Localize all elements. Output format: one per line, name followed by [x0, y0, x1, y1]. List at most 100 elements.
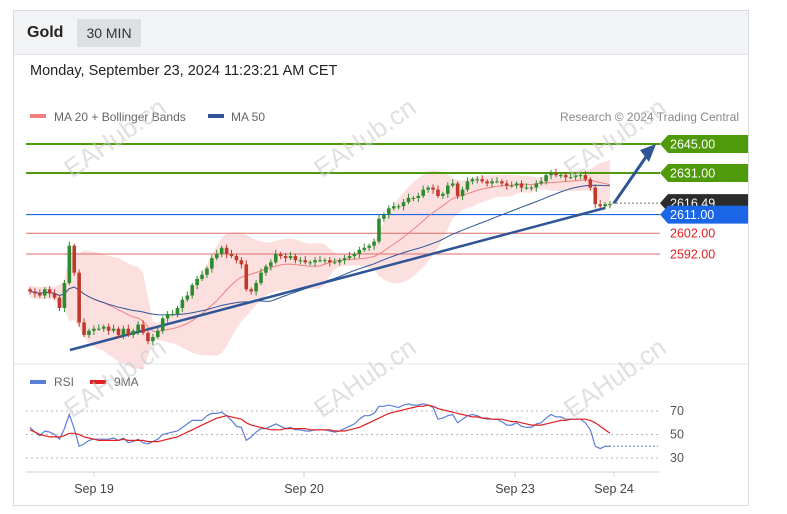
candle-body: [116, 328, 121, 335]
legend-swatch-9ma: [90, 380, 106, 384]
candle-body: [111, 328, 116, 331]
chart-datetime: Monday, September 23, 2024 11:23:21 AM C…: [30, 63, 338, 79]
candle-body: [382, 214, 386, 219]
price-label-bg: [660, 205, 748, 224]
rsi-panel: 70 50 30: [26, 403, 684, 465]
legend-label-ma20: MA 20 + Bollinger Bands: [54, 110, 186, 124]
candle-body: [28, 289, 32, 292]
rsi-legend: RSI 9MA: [30, 375, 139, 389]
bollinger-band: [30, 160, 610, 370]
candle-body: [347, 256, 352, 259]
timeframe-button[interactable]: 30 MIN: [77, 19, 141, 47]
candle-body: [101, 326, 106, 329]
legend-swatch-ma50: [208, 114, 224, 118]
candle-body: [495, 181, 499, 183]
candle-body: [175, 307, 180, 315]
price-label-2631.00: 2631.00: [660, 164, 748, 183]
candle-body: [33, 291, 37, 294]
x-tick-label: Sep 24: [594, 482, 634, 496]
candle-body: [544, 175, 548, 182]
candle-body: [244, 264, 249, 290]
legend-label-9ma: 9MA: [114, 375, 139, 389]
candle-body: [62, 283, 67, 308]
candle-body: [362, 247, 367, 250]
candle-body: [509, 185, 514, 187]
candle-body: [441, 193, 445, 196]
candle-body: [593, 187, 598, 205]
price-label-2611.00: 2611.00: [660, 205, 748, 224]
x-axis: Sep 19 Sep 20 Sep 23 Sep 24: [74, 472, 634, 496]
candle-body: [470, 179, 475, 182]
legend-swatch-ma20: [30, 114, 46, 118]
candle-body: [254, 283, 258, 292]
candle-body: [475, 179, 480, 181]
candle-body: [160, 318, 165, 331]
price-label-text: 2631.00: [670, 167, 715, 181]
main-uptrend-line: [69, 206, 606, 352]
candle-body: [573, 175, 578, 178]
candle-body: [136, 324, 140, 331]
candle-body: [603, 204, 607, 207]
rsi-level-label-30: 30: [670, 451, 684, 465]
legend-label-rsi: RSI: [54, 375, 74, 389]
candle-body: [352, 254, 357, 257]
candle-body: [323, 260, 327, 262]
price-label-bg: [660, 135, 748, 153]
candle-body: [455, 183, 460, 196]
candle-body: [500, 181, 504, 184]
candle-body: [190, 285, 195, 296]
candle-body: [504, 183, 509, 186]
candle-body: [224, 247, 229, 254]
candle-body: [436, 189, 440, 196]
candle-body: [583, 175, 588, 180]
ma20-line: [29, 179, 611, 333]
candle-body: [313, 260, 317, 263]
candle-body: [391, 206, 396, 209]
candle-body: [234, 256, 239, 261]
price-level-lines: [26, 143, 660, 255]
candle-body: [328, 260, 332, 263]
candle-body: [165, 314, 170, 319]
candle-body: [155, 330, 160, 338]
candle-body: [126, 328, 131, 335]
candle-body: [195, 278, 199, 286]
candle-body: [259, 272, 263, 284]
projection-arrow: [612, 144, 656, 205]
candle-body: [450, 183, 455, 186]
candle-body: [426, 187, 430, 190]
candle-body: [269, 262, 273, 267]
candle-body: [563, 175, 568, 178]
x-tick-label: Sep 20: [284, 482, 324, 496]
watermark-text: EAHub.cn: [58, 92, 171, 184]
candle-body: [293, 256, 298, 261]
candle-body: [337, 260, 342, 263]
candle-body: [554, 173, 558, 176]
price-label-text: 2645.00: [670, 138, 715, 152]
candle-body: [367, 245, 371, 248]
candle-body: [372, 241, 376, 246]
candle-body: [387, 208, 391, 215]
candle-body: [219, 247, 224, 254]
price-label-text: 2592.00: [670, 248, 715, 262]
candle-body: [273, 254, 278, 263]
legend-swatch-rsi: [30, 380, 46, 384]
bollinger-band-area: [30, 160, 610, 370]
arrow-head: [640, 144, 656, 162]
candle-body: [278, 254, 283, 257]
arrow-shaft: [612, 153, 650, 205]
candle-body: [445, 185, 450, 194]
candle-body: [534, 183, 539, 188]
candle-body: [47, 289, 52, 294]
candle-body: [416, 195, 421, 198]
candle-body: [87, 330, 91, 335]
x-tick-label: Sep 23: [495, 482, 535, 496]
candle-body: [559, 175, 563, 177]
candle-body: [342, 258, 347, 261]
chart-header: Gold 30 MIN: [14, 11, 748, 55]
candle-body: [42, 289, 47, 296]
candle-body: [97, 328, 101, 330]
candle-body: [185, 295, 190, 300]
watermark-text: EAHub.cn: [558, 92, 671, 184]
candle-body: [180, 299, 185, 308]
